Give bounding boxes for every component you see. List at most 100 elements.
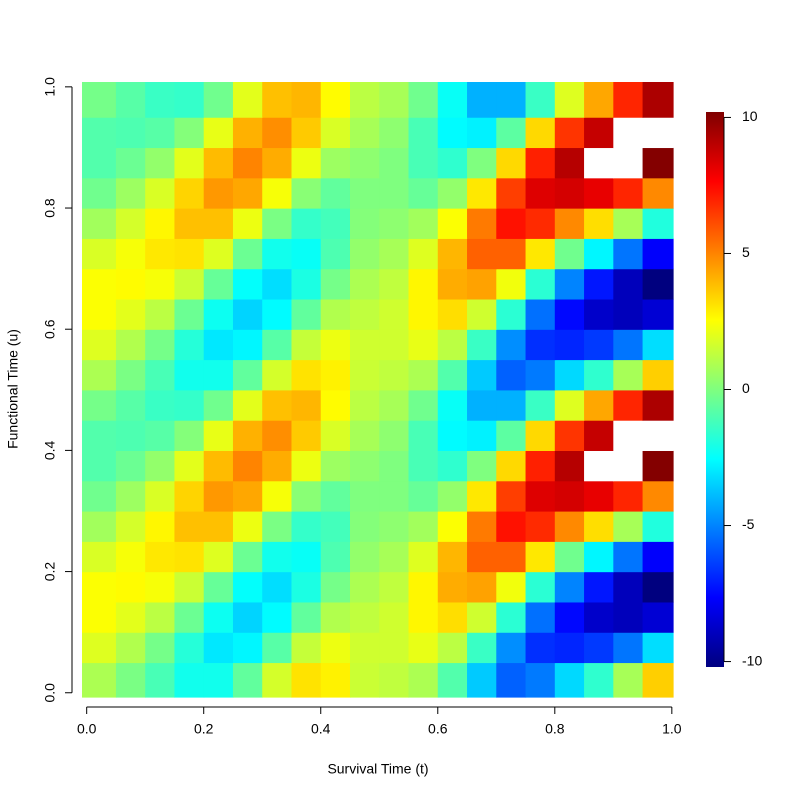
heat-cell (115, 177, 146, 209)
heat-cell (82, 510, 117, 542)
heat-cell (467, 662, 497, 698)
heat-cell (349, 82, 380, 118)
heat-cell (232, 208, 263, 239)
heat-cell (437, 389, 468, 421)
heat-cell (82, 268, 117, 300)
heat-cell (320, 82, 351, 118)
heat-cell (320, 238, 351, 270)
heat-cell (379, 510, 410, 542)
heat-cell (525, 117, 556, 149)
heat-cell (525, 329, 556, 361)
heat-cell (174, 117, 205, 149)
heat-cell (525, 359, 556, 391)
heat-cell (379, 480, 410, 512)
heat-cell (379, 82, 410, 118)
heat-cell (145, 82, 176, 118)
heat-cell (174, 389, 205, 421)
heat-cell (437, 147, 468, 179)
heat-cell (115, 329, 146, 361)
heat-cell (437, 541, 468, 573)
heat-cell (145, 147, 176, 179)
heat-cell (437, 632, 468, 664)
heat-cell (82, 662, 117, 698)
heat-cell (203, 662, 234, 698)
heat-cell (115, 268, 146, 300)
heat-cell (203, 571, 234, 603)
heat-cell (203, 208, 234, 239)
heat-cell (174, 571, 205, 603)
heat-cell (203, 420, 234, 451)
heat-cell (496, 662, 527, 698)
heat-cell (115, 632, 146, 664)
heat-cell (642, 420, 674, 451)
heat-cell (584, 571, 614, 603)
heat-cell (525, 177, 556, 209)
heat-cell (145, 208, 176, 239)
heat-cell (408, 662, 439, 698)
heat-cell (145, 177, 176, 209)
heat-cell (145, 480, 176, 512)
heat-cell (291, 541, 322, 573)
heat-cell (408, 177, 439, 209)
heat-cell (320, 420, 351, 451)
heat-cell (554, 329, 585, 361)
heat-cell (613, 389, 644, 421)
colorbar-tick-label: 0 (742, 380, 750, 396)
heat-cell (262, 541, 293, 573)
heat-cell (525, 662, 556, 698)
heat-cell (320, 510, 351, 542)
heat-cell (554, 208, 585, 239)
heat-cell (262, 329, 293, 361)
heat-cell (232, 662, 263, 698)
heat-cell (174, 177, 205, 209)
heat-cell (82, 571, 117, 603)
heat-cell (496, 82, 527, 118)
heat-cell (349, 238, 380, 270)
heat-cell (145, 662, 176, 698)
heat-cell (145, 389, 176, 421)
heat-cell (584, 238, 614, 270)
heat-cell (349, 389, 380, 421)
heat-cell (174, 147, 205, 179)
heat-cell (203, 510, 234, 542)
heat-cell (379, 450, 410, 482)
heat-cell (174, 268, 205, 300)
heat-cell (584, 359, 614, 391)
heat-cell (408, 480, 439, 512)
heat-cell (408, 450, 439, 482)
heat-cell (174, 601, 205, 633)
heat-cell (174, 510, 205, 542)
heat-cell (437, 571, 468, 603)
heat-cell (203, 238, 234, 270)
heat-cell (379, 632, 410, 664)
heat-cell (232, 420, 263, 451)
y-axis-title: Functional Time (u) (5, 329, 21, 449)
heat-cell (262, 238, 293, 270)
heat-cell (642, 208, 674, 239)
heat-cell (554, 632, 585, 664)
heat-cell (232, 601, 263, 633)
heat-cell (437, 117, 468, 149)
heat-cell (613, 238, 644, 270)
heat-cell (291, 177, 322, 209)
heat-cell (174, 208, 205, 239)
heat-cell (437, 510, 468, 542)
heat-cell (145, 359, 176, 391)
heat-cell (554, 298, 585, 330)
colorbar (706, 112, 724, 667)
heat-cell (613, 117, 644, 149)
heat-cell (232, 177, 263, 209)
heat-cell (320, 147, 351, 179)
heat-cell (467, 82, 497, 118)
heat-cell (642, 329, 674, 361)
heat-cell (642, 177, 674, 209)
heat-cell (320, 298, 351, 330)
heat-cell (82, 541, 117, 573)
heat-cell (291, 208, 322, 239)
heat-cell (525, 420, 556, 451)
heat-cell (82, 329, 117, 361)
heat-cell (496, 268, 527, 300)
colorbar-tick-label: -5 (742, 516, 755, 532)
heat-cell (379, 420, 410, 451)
heat-cell (642, 450, 674, 482)
